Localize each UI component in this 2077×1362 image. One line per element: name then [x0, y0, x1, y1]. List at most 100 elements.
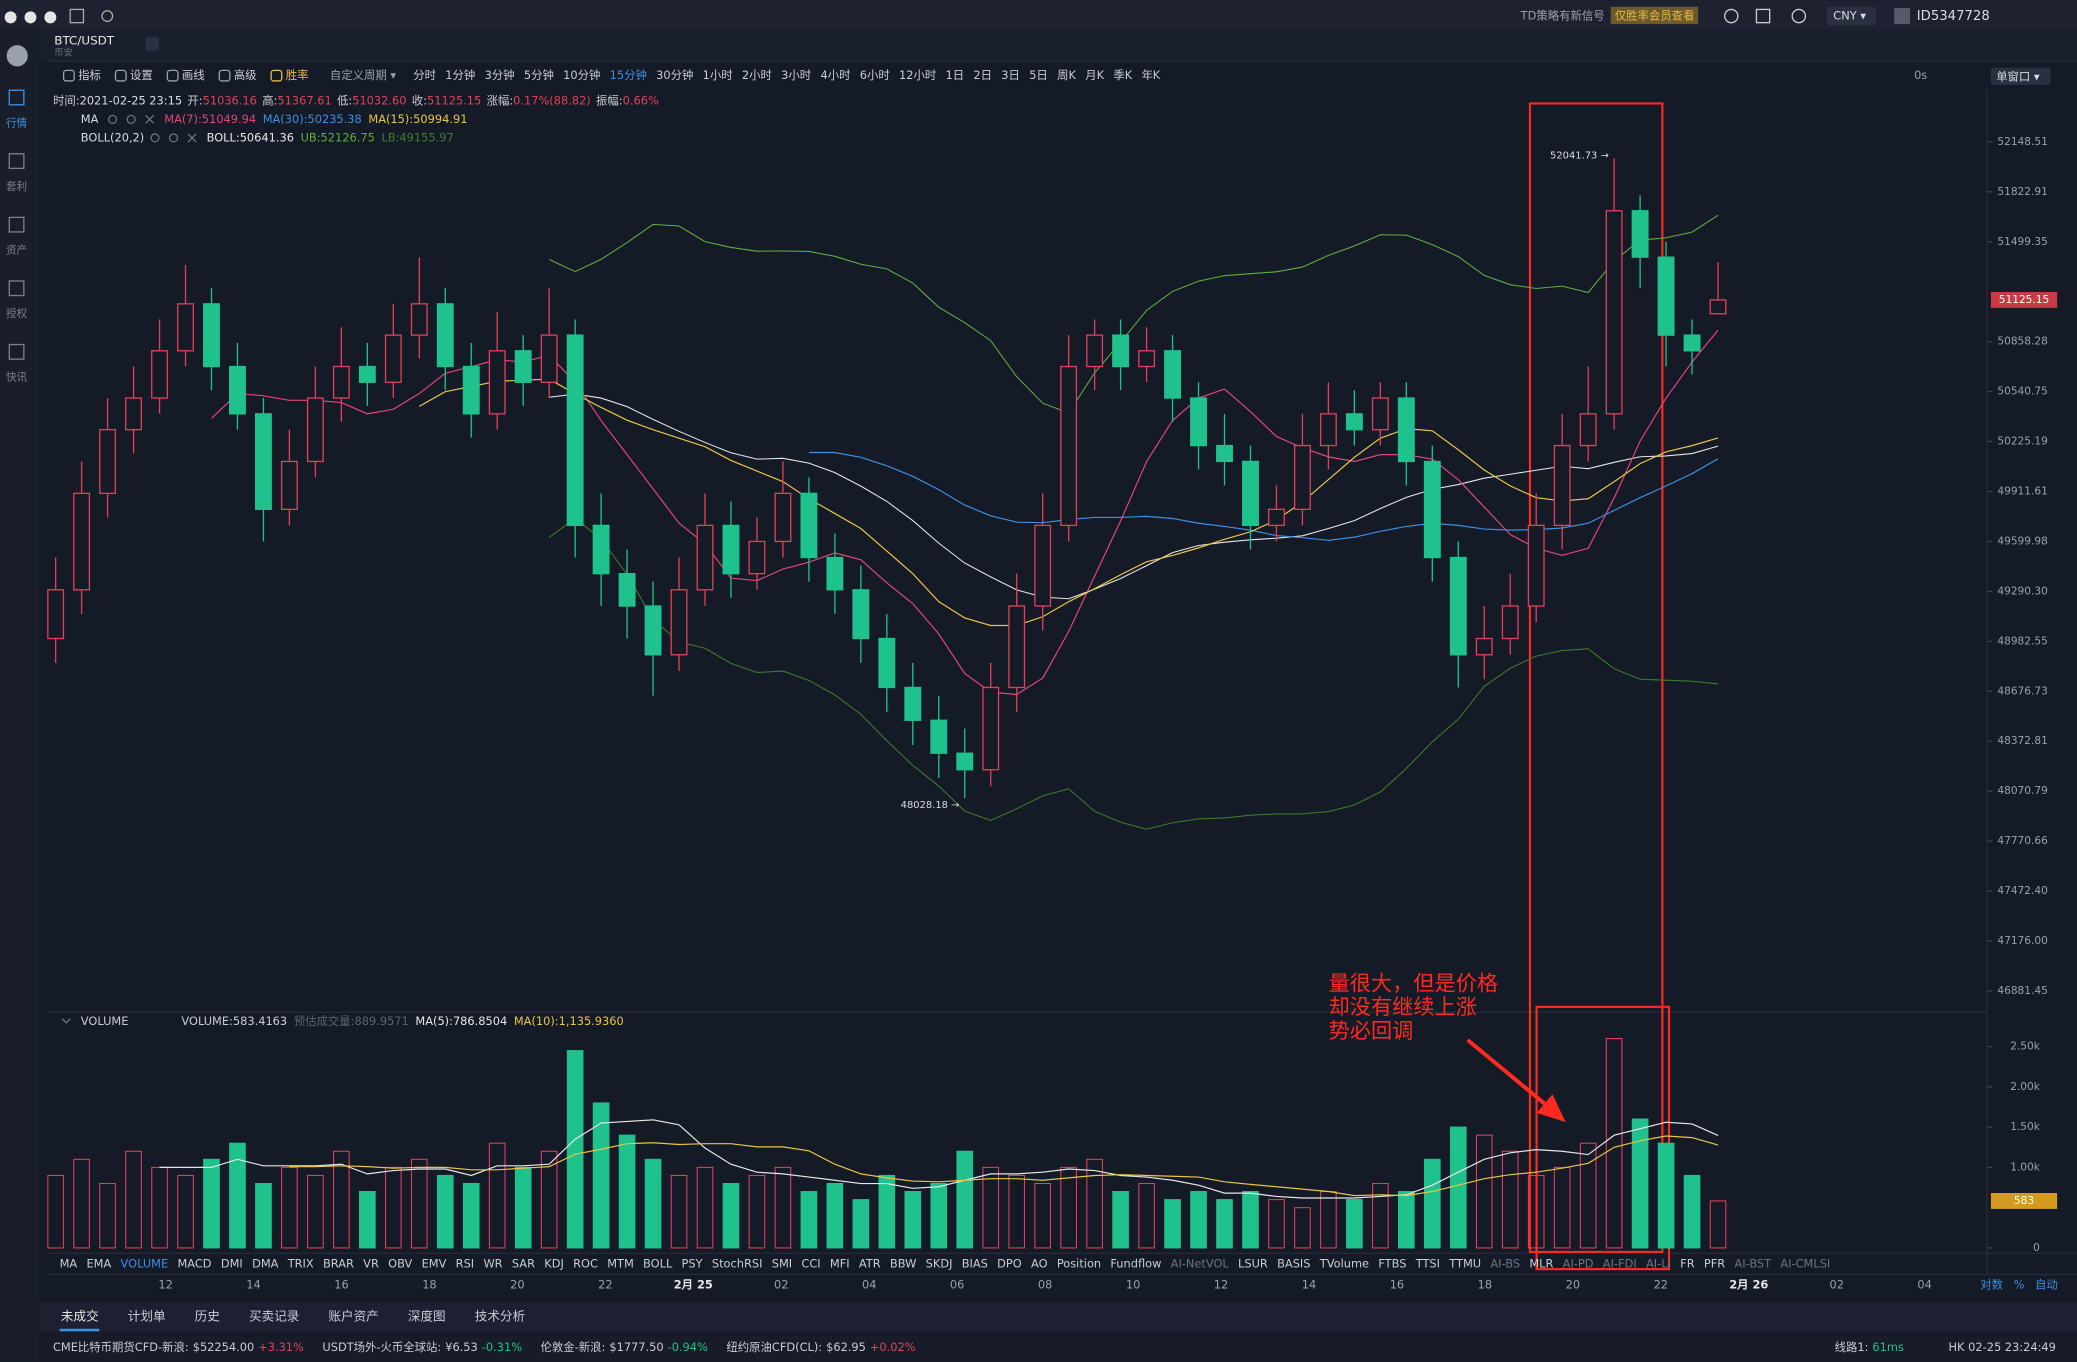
indicator[interactable]: LSUR — [1238, 1256, 1268, 1270]
indicator[interactable]: BBW — [890, 1256, 916, 1270]
indicator[interactable]: EMV — [422, 1256, 447, 1270]
indicator[interactable]: AI-FDI — [1603, 1256, 1637, 1270]
indicator[interactable]: DMI — [221, 1256, 243, 1270]
legend-icon-eye[interactable] — [150, 133, 160, 143]
custom-period[interactable]: 自定义周期 ▾ — [330, 68, 396, 82]
indicator[interactable]: BOLL — [643, 1256, 673, 1270]
indicator[interactable]: FTBS — [1378, 1256, 1406, 1270]
indicator[interactable]: VOLUME — [121, 1256, 169, 1270]
indicator[interactable]: TTMU — [1448, 1256, 1481, 1270]
indicator[interactable]: TTSI — [1415, 1256, 1440, 1270]
period[interactable]: 年K — [1141, 68, 1160, 82]
icon-bell[interactable] — [101, 10, 114, 23]
indicator[interactable]: StochRSI — [712, 1256, 763, 1270]
tool-icon[interactable] — [62, 69, 75, 82]
indicator[interactable]: TRIX — [287, 1256, 314, 1270]
indicator[interactable]: PSY — [682, 1256, 703, 1270]
icon-window[interactable] — [69, 8, 85, 24]
indicator[interactable]: ATR — [859, 1256, 881, 1270]
user-id[interactable]: ID5347728 — [1917, 9, 1990, 24]
sidebar-icon[interactable] — [8, 153, 25, 170]
notice-link[interactable]: 仅胜率会员查看 — [1615, 9, 1695, 23]
period[interactable]: 30分钟 — [656, 68, 693, 82]
tool[interactable]: 胜率 — [286, 68, 309, 82]
sidebar-icon[interactable] — [8, 89, 25, 106]
layout-box[interactable] — [1990, 67, 2051, 85]
indicator[interactable]: SAR — [512, 1256, 535, 1270]
indicator[interactable]: WR — [483, 1256, 502, 1270]
indicator[interactable]: SMI — [772, 1256, 792, 1270]
axis-option[interactable]: % — [2014, 1278, 2025, 1292]
currency-box[interactable] — [1826, 6, 1876, 26]
indicator[interactable]: AI-LI — [1646, 1256, 1671, 1270]
period[interactable]: 3分钟 — [485, 68, 515, 82]
tool-icon[interactable] — [218, 69, 231, 82]
indicator[interactable]: AI-BS — [1490, 1256, 1520, 1270]
indicator[interactable]: Position — [1057, 1256, 1101, 1270]
legend-icon-close[interactable] — [187, 133, 197, 143]
currency[interactable]: CNY ▾ — [1833, 9, 1866, 23]
indicator[interactable]: SKDJ — [926, 1256, 953, 1270]
icon-globe[interactable] — [1791, 8, 1807, 24]
period[interactable]: 月K — [1085, 68, 1104, 82]
indicator[interactable]: MTM — [607, 1256, 634, 1270]
window-close[interactable] — [4, 11, 17, 24]
sidebar-label[interactable]: 快讯 — [6, 371, 28, 384]
indicator[interactable]: VR — [363, 1256, 379, 1270]
tool-icon[interactable] — [114, 69, 127, 82]
indicator[interactable]: BASIS — [1277, 1256, 1310, 1270]
tool[interactable]: 指标 — [78, 68, 101, 82]
indicator[interactable]: DPO — [997, 1256, 1022, 1270]
window-minimize[interactable] — [24, 11, 37, 24]
legend-icon-close[interactable] — [145, 114, 155, 124]
sidebar-label[interactable]: 套利 — [6, 180, 27, 193]
legend-icon-settings[interactable] — [168, 133, 179, 143]
indicator[interactable]: OBV — [388, 1256, 412, 1270]
sidebar-icon[interactable] — [8, 216, 25, 233]
period[interactable]: 2小时 — [742, 68, 772, 82]
indicator[interactable]: AI-CMLSI — [1780, 1256, 1830, 1270]
sidebar-label[interactable]: 授权 — [6, 307, 28, 320]
indicator[interactable]: DMA — [252, 1256, 279, 1270]
sidebar-icon[interactable] — [8, 343, 25, 360]
period[interactable]: 5分钟 — [524, 68, 554, 82]
avatar[interactable] — [1894, 8, 1911, 24]
period[interactable]: 4小时 — [820, 68, 850, 82]
indicator[interactable]: FR — [1680, 1256, 1695, 1270]
indicator[interactable]: CCI — [801, 1256, 820, 1270]
period[interactable]: 3日 — [1001, 68, 1020, 82]
period[interactable]: 15分钟 — [610, 68, 647, 82]
indicator[interactable]: MA — [60, 1256, 78, 1270]
period[interactable]: 12小时 — [899, 68, 936, 82]
sidebar-icon[interactable] — [8, 280, 25, 297]
period[interactable]: 1分钟 — [445, 68, 475, 82]
bottom-tab[interactable]: 未成交 — [61, 1308, 99, 1323]
indicator[interactable]: RSI — [456, 1256, 474, 1270]
layout[interactable]: 单窗口 ▾ — [1996, 69, 2040, 83]
icon-gift[interactable] — [1755, 8, 1771, 24]
volume-collapse[interactable] — [61, 1018, 71, 1024]
period[interactable]: 6小时 — [860, 68, 890, 82]
indicator[interactable]: AI-BST — [1734, 1256, 1771, 1270]
indicator[interactable]: ROC — [573, 1256, 598, 1270]
symbol-pair[interactable]: BTC/USDT — [54, 34, 115, 48]
bottom-tab[interactable]: 计划单 — [128, 1308, 166, 1323]
period[interactable]: 10分钟 — [563, 68, 600, 82]
window-maximize[interactable] — [44, 11, 57, 24]
period[interactable]: 1日 — [946, 68, 965, 82]
tool-icon[interactable] — [270, 69, 283, 82]
period[interactable]: 季K — [1113, 68, 1132, 82]
bottom-tab[interactable]: 账户资产 — [328, 1308, 378, 1323]
indicator[interactable]: EMA — [86, 1256, 111, 1270]
add-tab[interactable] — [145, 37, 159, 51]
tool-icon[interactable] — [166, 69, 179, 82]
axis-option[interactable]: 对数 — [1980, 1278, 2003, 1292]
period[interactable]: 2日 — [973, 68, 992, 82]
indicator[interactable]: AI-NetVOL — [1171, 1256, 1230, 1270]
legend-icon-settings[interactable] — [126, 114, 136, 124]
tool[interactable]: 设置 — [130, 68, 153, 82]
period[interactable]: 周K — [1057, 68, 1076, 82]
bottom-tab[interactable]: 深度图 — [408, 1308, 446, 1323]
period[interactable]: 分时 — [413, 68, 436, 82]
indicator[interactable]: MACD — [177, 1256, 211, 1270]
